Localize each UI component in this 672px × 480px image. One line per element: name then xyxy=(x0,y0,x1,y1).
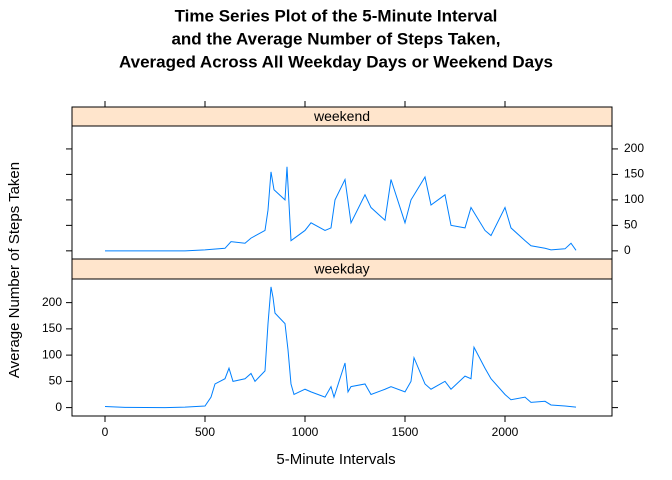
x-axis-title: 5-Minute Intervals xyxy=(276,451,395,468)
x-tick-label: 0 xyxy=(102,425,109,439)
y-tick-label: 0 xyxy=(55,400,62,414)
y-tick-label: 100 xyxy=(42,347,62,361)
y-tick-label: 200 xyxy=(624,141,644,155)
y-tick-label: 0 xyxy=(624,243,631,257)
chart-title: Time Series Plot of the 5-Minute Interva… xyxy=(175,6,498,25)
x-tick-label: 2000 xyxy=(492,425,519,439)
strip-label: weekend xyxy=(313,108,370,124)
y-tick-label: 50 xyxy=(49,374,63,388)
line xyxy=(105,166,577,252)
y-tick-label: 200 xyxy=(42,295,62,309)
x-tick-label: 1000 xyxy=(292,425,319,439)
panel xyxy=(71,278,613,417)
x-tick-label: 500 xyxy=(195,425,215,439)
panel xyxy=(71,125,613,260)
chart-title: Averaged Across All Weekday Days or Week… xyxy=(119,52,553,71)
y-tick-label: 150 xyxy=(624,167,644,181)
chart-title: and the Average Number of Steps Taken, xyxy=(171,29,500,48)
x-tick-label: 1500 xyxy=(392,425,419,439)
line xyxy=(104,286,577,409)
y-tick-label: 50 xyxy=(624,218,638,232)
strip-label: weekday xyxy=(313,261,369,277)
y-axis-title: Average Number of Steps Taken xyxy=(6,162,23,378)
y-tick-label: 150 xyxy=(42,321,62,335)
y-tick-label: 100 xyxy=(624,192,644,206)
